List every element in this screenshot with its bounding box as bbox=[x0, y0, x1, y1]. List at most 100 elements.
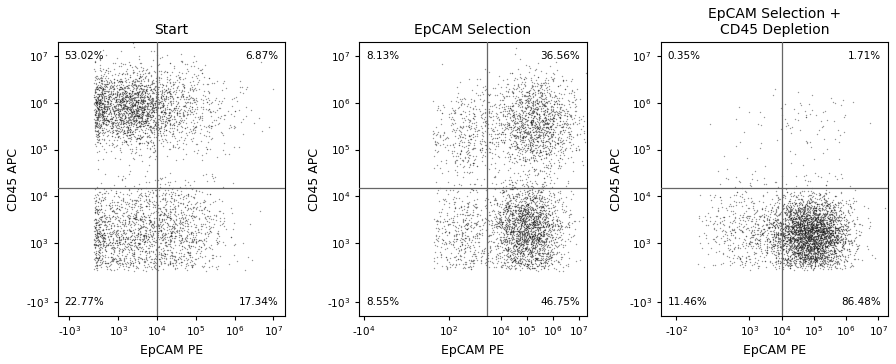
Point bbox=[97, 213, 111, 219]
Point bbox=[802, 250, 816, 256]
Point bbox=[825, 237, 840, 243]
Point bbox=[139, 197, 153, 203]
Point bbox=[504, 255, 519, 261]
Point bbox=[557, 251, 572, 257]
Point bbox=[136, 94, 151, 100]
Point bbox=[504, 232, 518, 237]
Point bbox=[536, 204, 550, 210]
Point bbox=[803, 248, 817, 253]
Point bbox=[806, 203, 821, 209]
Point bbox=[795, 250, 809, 256]
Point bbox=[157, 132, 171, 138]
Point bbox=[495, 240, 509, 246]
Point bbox=[779, 205, 793, 211]
Point bbox=[499, 215, 513, 221]
Point bbox=[716, 214, 730, 220]
Point bbox=[809, 205, 823, 211]
Point bbox=[202, 124, 217, 130]
Point bbox=[518, 143, 532, 149]
Point bbox=[123, 124, 137, 130]
Point bbox=[813, 256, 827, 261]
Point bbox=[508, 184, 522, 190]
Point bbox=[511, 246, 525, 252]
Point bbox=[435, 62, 449, 67]
Point bbox=[464, 266, 478, 272]
Point bbox=[783, 232, 797, 238]
Point bbox=[514, 255, 529, 261]
Point bbox=[181, 107, 195, 113]
X-axis label: EpCAM PE: EpCAM PE bbox=[442, 344, 504, 357]
Point bbox=[530, 74, 545, 80]
Point bbox=[781, 223, 796, 229]
Point bbox=[805, 230, 819, 236]
Point bbox=[135, 244, 150, 250]
Point bbox=[506, 111, 521, 117]
Point bbox=[101, 214, 116, 220]
Point bbox=[515, 245, 530, 250]
Point bbox=[143, 226, 158, 232]
Point bbox=[537, 219, 551, 225]
Point bbox=[523, 122, 538, 127]
Point bbox=[775, 237, 789, 243]
Point bbox=[113, 223, 127, 229]
Point bbox=[480, 143, 495, 149]
Point bbox=[172, 234, 186, 240]
Point bbox=[814, 245, 829, 250]
Point bbox=[109, 228, 124, 233]
Point bbox=[539, 219, 554, 225]
Point bbox=[454, 235, 469, 241]
Point bbox=[521, 124, 535, 130]
Point bbox=[803, 241, 817, 246]
Point bbox=[126, 250, 141, 256]
Point bbox=[795, 253, 809, 259]
Point bbox=[538, 227, 552, 233]
Point bbox=[492, 215, 506, 221]
Point bbox=[205, 135, 220, 141]
Point bbox=[200, 99, 214, 105]
Point bbox=[512, 119, 526, 124]
Point bbox=[117, 98, 132, 104]
Point bbox=[513, 228, 528, 234]
Point bbox=[543, 124, 557, 130]
Point bbox=[805, 216, 819, 222]
Point bbox=[821, 228, 835, 234]
Point bbox=[188, 124, 202, 130]
Point bbox=[459, 143, 473, 149]
Point bbox=[500, 259, 514, 265]
Point bbox=[845, 209, 859, 215]
Point bbox=[101, 237, 116, 243]
Point bbox=[467, 160, 481, 166]
Point bbox=[96, 226, 110, 232]
Point bbox=[448, 160, 462, 166]
Point bbox=[521, 195, 535, 201]
Point bbox=[145, 97, 159, 103]
Point bbox=[107, 227, 121, 233]
Point bbox=[831, 217, 845, 223]
Point bbox=[106, 244, 120, 250]
Point bbox=[508, 248, 522, 253]
Point bbox=[138, 98, 152, 104]
Point bbox=[89, 101, 103, 107]
Point bbox=[837, 214, 851, 220]
Point bbox=[149, 187, 163, 193]
Point bbox=[454, 115, 469, 121]
Point bbox=[519, 176, 533, 182]
Point bbox=[117, 75, 132, 81]
Point bbox=[439, 257, 453, 263]
Point bbox=[805, 229, 819, 235]
Point bbox=[441, 168, 455, 174]
Point bbox=[540, 236, 555, 241]
Point bbox=[121, 59, 135, 64]
Point bbox=[825, 228, 840, 234]
Point bbox=[90, 114, 105, 120]
Point bbox=[521, 246, 536, 252]
Point bbox=[814, 258, 829, 264]
Point bbox=[484, 161, 498, 166]
Point bbox=[165, 233, 179, 238]
Point bbox=[545, 224, 559, 230]
Point bbox=[794, 212, 808, 218]
Point bbox=[788, 193, 803, 199]
Point bbox=[526, 265, 540, 270]
Point bbox=[531, 210, 546, 215]
Point bbox=[816, 224, 831, 230]
